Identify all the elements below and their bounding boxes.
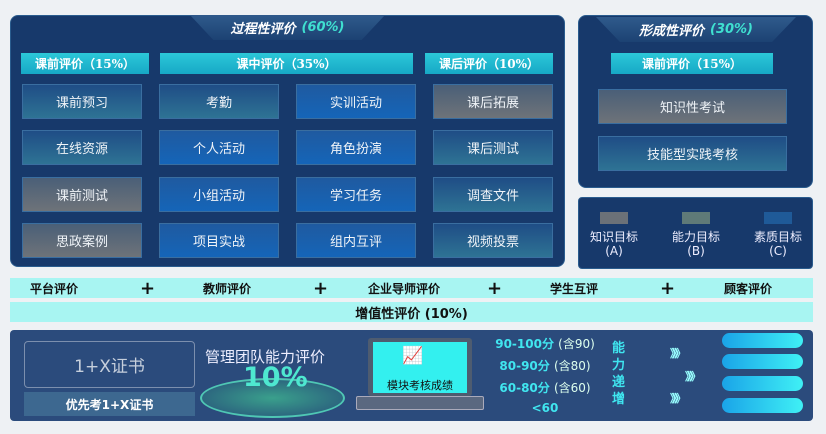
certificate-box: 1+X证书 xyxy=(24,341,195,388)
formative-header: 课前评价（15%） xyxy=(611,53,773,74)
char: 力 xyxy=(612,358,626,373)
evaluator: 学生互评 xyxy=(550,281,599,296)
char: 递 xyxy=(612,375,626,390)
value-added-bar: 增值性评价 (10%) xyxy=(10,302,813,322)
legend-swatch xyxy=(600,212,628,224)
plus-icon: + xyxy=(140,277,156,299)
note: (含90) xyxy=(558,337,595,351)
title-text: 过程性评价 xyxy=(230,22,296,37)
formative-evaluation-title: 形成性评价 (30%) xyxy=(596,17,796,42)
title-percent: (30%) xyxy=(710,22,753,37)
process-item[interactable]: 在线资源 xyxy=(22,130,142,165)
after-class-header: 课后评价（10%） xyxy=(425,53,553,74)
score-range: 90-100分 (含90) xyxy=(486,335,604,352)
laptop-label: 模块考核成绩 xyxy=(387,379,453,392)
legend-text: 素质目标 xyxy=(753,230,802,244)
note: (含80) xyxy=(553,359,591,373)
level-pill xyxy=(722,398,803,413)
value-added-title: 增值性评价 (10%) xyxy=(355,306,468,322)
evaluators-bar: 平台评价 + 教师评价 + 企业导师评价 + 学生互评 + 顾客评价 xyxy=(10,277,813,299)
score-range: 80-90分 (含80) xyxy=(486,357,604,374)
range: 80-90分 xyxy=(499,359,550,373)
process-item[interactable]: 课后拓展 xyxy=(433,84,553,119)
evaluator: 教师评价 xyxy=(203,281,252,296)
process-item[interactable]: 思政案例 xyxy=(22,223,142,258)
process-item[interactable]: 课前预习 xyxy=(22,84,142,119)
process-evaluation-title: 过程性评价 (60%) xyxy=(190,15,385,40)
certificate-label: 优先考1+X证书 xyxy=(24,392,195,416)
process-item[interactable]: 小组活动 xyxy=(159,177,279,212)
legend-code: (C) xyxy=(769,244,787,258)
legend-text: 知识目标 xyxy=(589,230,638,244)
team-title: 管理团队能力评价 xyxy=(205,348,326,366)
legend-label: 能力目标 (B) xyxy=(661,230,731,258)
laptop-base xyxy=(356,396,484,410)
evaluator: 企业导师评价 xyxy=(368,281,441,296)
formative-item[interactable]: 技能型实践考核 xyxy=(598,136,787,171)
arrow-icon: 》》》 xyxy=(670,347,686,360)
process-item[interactable]: 组内互评 xyxy=(296,223,416,258)
title-text: 形成性评价 xyxy=(638,24,704,39)
char: 增 xyxy=(612,392,626,407)
process-item[interactable]: 考勤 xyxy=(159,84,279,119)
legend-label: 知识目标 (A) xyxy=(579,230,649,258)
legend-text: 能力目标 xyxy=(671,230,720,244)
ability-increase-text: 能力递增 xyxy=(612,340,628,408)
legend-label: 素质目标 (C) xyxy=(743,230,813,258)
legend-swatch xyxy=(682,212,710,224)
score-range: <60 xyxy=(486,401,604,415)
range: 60-80分 xyxy=(499,381,550,395)
note: (含60) xyxy=(553,381,591,395)
legend-code: (B) xyxy=(687,244,705,258)
in-class-header: 课中评价（35%） xyxy=(160,53,413,74)
range: 90-100分 xyxy=(495,337,554,351)
level-pill xyxy=(722,376,803,391)
platform-ellipse xyxy=(200,378,345,418)
plus-icon: + xyxy=(487,277,503,299)
title-percent: (60%) xyxy=(301,20,345,35)
char: 能 xyxy=(612,341,626,356)
chart-icon: 📈 xyxy=(402,346,424,366)
formative-item[interactable]: 知识性考试 xyxy=(598,89,787,124)
evaluator: 顾客评价 xyxy=(724,281,773,296)
plus-icon: + xyxy=(313,277,329,299)
score-range: 60-80分 (含60) xyxy=(486,379,604,396)
legend-swatch xyxy=(764,212,792,224)
evaluator: 平台评价 xyxy=(30,281,79,296)
process-item[interactable]: 实训活动 xyxy=(296,84,416,119)
laptop-screen xyxy=(373,342,467,393)
range: <60 xyxy=(531,401,559,415)
process-item[interactable]: 学习任务 xyxy=(296,177,416,212)
process-item[interactable]: 课前测试 xyxy=(22,177,142,212)
legend-code: (A) xyxy=(605,244,623,258)
process-item[interactable]: 项目实战 xyxy=(159,223,279,258)
arrow-icon: 》》》 xyxy=(685,370,701,383)
process-item[interactable]: 课后测试 xyxy=(433,130,553,165)
process-item[interactable]: 角色扮演 xyxy=(296,130,416,165)
process-item[interactable]: 调查文件 xyxy=(433,177,553,212)
level-pill xyxy=(722,333,803,348)
process-item[interactable]: 个人活动 xyxy=(159,130,279,165)
process-item[interactable]: 视频投票 xyxy=(433,223,553,258)
level-pill xyxy=(722,354,803,369)
legend-panel xyxy=(578,197,813,269)
team-percent: 10% xyxy=(243,362,308,393)
arrow-icon: 》》》 xyxy=(670,392,686,405)
pre-class-header: 课前评价（15%） xyxy=(21,53,149,74)
plus-icon: + xyxy=(660,277,676,299)
